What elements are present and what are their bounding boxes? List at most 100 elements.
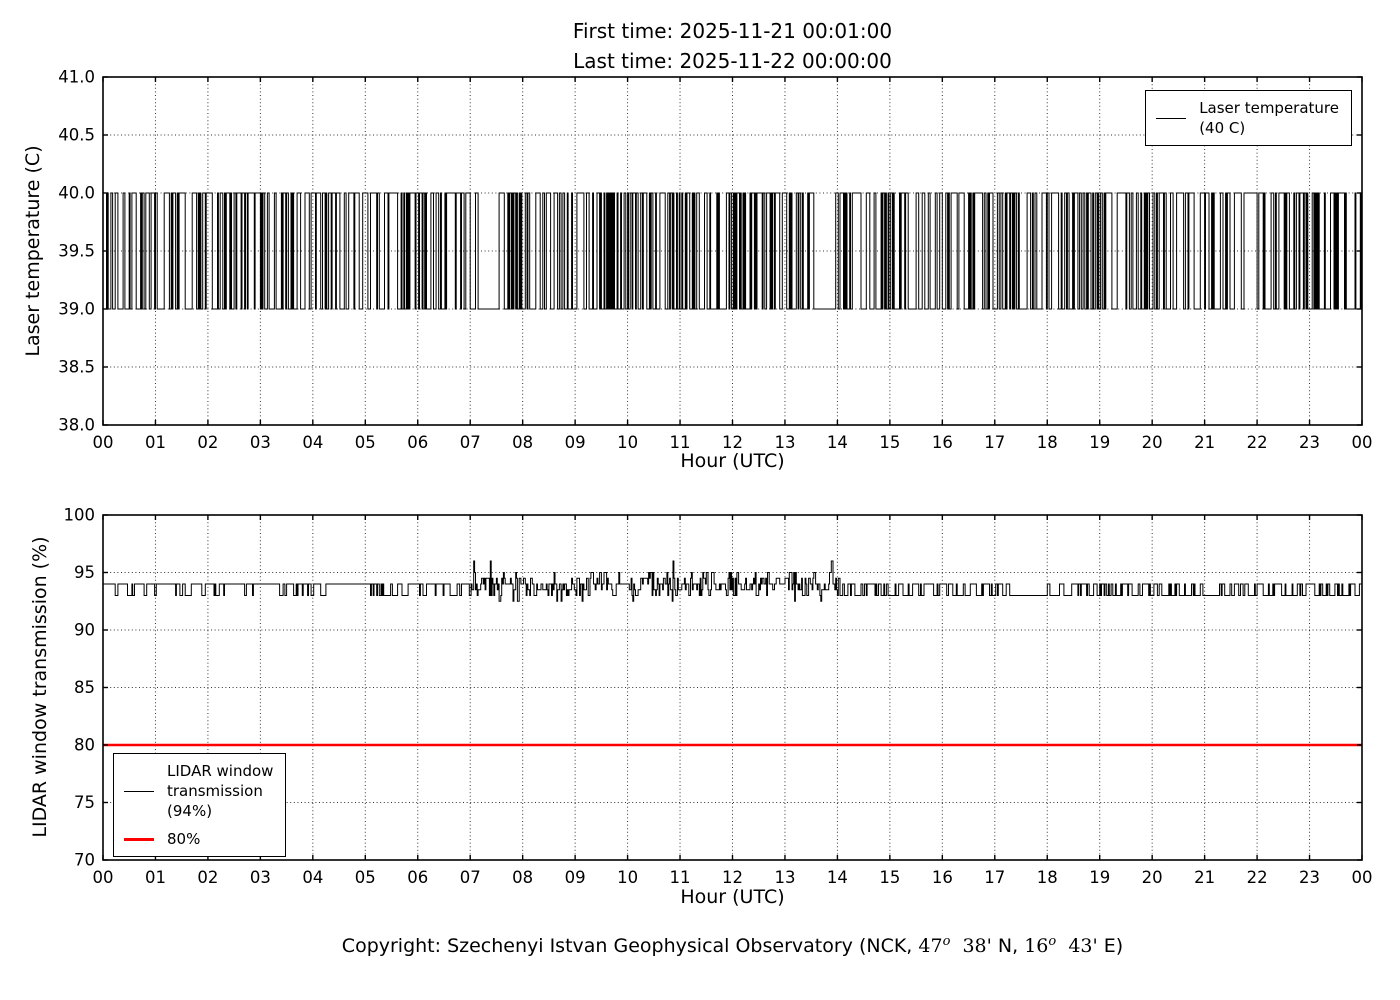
longitude-hemisphere: E): [1097, 935, 1124, 957]
x-tick-label: 06: [407, 433, 428, 452]
x-tick-label: 04: [302, 868, 323, 887]
x-tick-label: 13: [774, 868, 795, 887]
legend-transmission: LIDAR window transmission (94%) 80%: [113, 753, 287, 857]
x-tick-label: 19: [1089, 433, 1110, 452]
y-tick-label: 38.5: [58, 358, 95, 377]
legend-label: Laser temperature (40 C): [1199, 98, 1339, 138]
legend-entry-transmission: LIDAR window transmission (94%): [124, 761, 273, 821]
x-tick-label: 21: [1194, 433, 1215, 452]
x-tick-label: 16: [932, 433, 953, 452]
red-line-sample-icon: [124, 837, 154, 841]
legend-label: LIDAR window transmission (94%): [167, 761, 273, 821]
legend-label-line: (94%): [167, 802, 213, 820]
first-time-title: First time: 2025-11-21 00:01:00: [572, 19, 893, 43]
y-tick-label: 40.0: [58, 184, 95, 203]
x-tick-label: 03: [250, 433, 271, 452]
x-tick-label: 20: [1142, 868, 1163, 887]
x-tick-label: 02: [197, 433, 218, 452]
x-tick-label: 13: [774, 433, 795, 452]
x-tick-label: 00: [93, 433, 114, 452]
latitude-degrees: 47: [918, 935, 943, 957]
degree-superscript: o: [1048, 934, 1057, 949]
legend-laser-temperature: Laser temperature (40 C): [1145, 90, 1352, 146]
legend-label-line: transmission: [167, 782, 263, 800]
x-tick-label: 02: [197, 868, 218, 887]
transmission-y-axis-label: LIDAR window transmission (%): [29, 536, 51, 838]
x-tick-label: 16: [932, 868, 953, 887]
legend-label-line: LIDAR window: [167, 762, 274, 780]
latitude-minutes: 38': [950, 935, 992, 957]
x-tick-label: 15: [879, 868, 900, 887]
y-tick-label: 38.0: [58, 416, 95, 435]
legend-entry-80-percent: 80%: [124, 829, 273, 849]
x-tick-label: 09: [565, 868, 586, 887]
x-tick-label: 09: [565, 433, 586, 452]
y-tick-label: 39.5: [58, 242, 95, 261]
x-tick-label: 08: [512, 433, 533, 452]
legend-label-line: 80%: [167, 830, 201, 848]
x-tick-label: 20: [1142, 433, 1163, 452]
x-tick-label: 14: [827, 433, 848, 452]
x-tick-label: 00: [1352, 433, 1373, 452]
latitude-hemisphere: N,: [991, 935, 1025, 957]
x-tick-label: 12: [722, 868, 743, 887]
degree-superscript: o: [942, 934, 951, 949]
y-tick-label: 70: [74, 851, 95, 870]
x-tick-label: 19: [1089, 868, 1110, 887]
x-tick-label: 01: [145, 433, 166, 452]
x-tick-label: 08: [512, 868, 533, 887]
x-tick-label: 06: [407, 868, 428, 887]
x-tick-label: 18: [1037, 868, 1058, 887]
x-tick-label: 21: [1194, 868, 1215, 887]
legend-entry-laser-temperature: Laser temperature (40 C): [1156, 98, 1339, 138]
x-tick-label: 11: [670, 868, 691, 887]
laser-temperature-line: [103, 192, 1362, 310]
black-line-sample-icon: [124, 790, 154, 792]
x-tick-label: 00: [1352, 868, 1373, 887]
copyright-line: Copyright: Szechenyi Istvan Geophysical …: [103, 934, 1362, 957]
x-tick-label: 17: [984, 868, 1005, 887]
y-tick-label: 90: [74, 621, 95, 640]
figure-title: First time: 2025-11-21 00:01:00 Last tim…: [103, 16, 1362, 76]
y-tick-label: 39.0: [58, 300, 95, 319]
x-tick-label: 18: [1037, 433, 1058, 452]
x-tick-label: 04: [302, 433, 323, 452]
x-tick-label: 10: [617, 868, 638, 887]
x-tick-label: 23: [1299, 433, 1320, 452]
x-tick-label: 10: [617, 433, 638, 452]
x-tick-label: 15: [879, 433, 900, 452]
x-tick-label: 22: [1247, 433, 1268, 452]
transmission-x-axis-label: Hour (UTC): [680, 886, 785, 908]
longitude-degrees: 16: [1024, 935, 1049, 957]
laser-temperature-x-axis-label: Hour (UTC): [680, 450, 785, 472]
x-tick-label: 03: [250, 868, 271, 887]
x-tick-label: 05: [355, 433, 376, 452]
y-tick-label: 40.5: [58, 126, 95, 145]
x-tick-label: 11: [670, 433, 691, 452]
x-tick-label: 14: [827, 868, 848, 887]
black-line-sample-icon: [1156, 117, 1187, 119]
y-tick-label: 85: [74, 678, 95, 697]
copyright-text: Copyright: Szechenyi Istvan Geophysical …: [341, 935, 919, 957]
laser-temperature-y-axis-label: Laser temperature (C): [22, 145, 44, 357]
legend-label-line: (40 C): [1199, 119, 1246, 137]
x-tick-label: 01: [145, 868, 166, 887]
x-tick-label: 23: [1299, 868, 1320, 887]
transmission-line: [103, 560, 1362, 602]
x-tick-label: 22: [1247, 868, 1268, 887]
y-tick-label: 41.0: [58, 68, 95, 87]
longitude-minutes: 43': [1056, 935, 1098, 957]
legend-label-line: Laser temperature: [1199, 99, 1339, 117]
y-tick-label: 75: [74, 793, 95, 812]
x-tick-label: 00: [93, 868, 114, 887]
x-tick-label: 12: [722, 433, 743, 452]
x-tick-label: 17: [984, 433, 1005, 452]
legend-label: 80%: [167, 829, 200, 849]
x-tick-label: 05: [355, 868, 376, 887]
x-tick-label: 07: [460, 868, 481, 887]
y-tick-label: 95: [74, 563, 95, 582]
last-time-title: Last time: 2025-11-22 00:00:00: [573, 49, 892, 73]
x-tick-label: 07: [460, 433, 481, 452]
